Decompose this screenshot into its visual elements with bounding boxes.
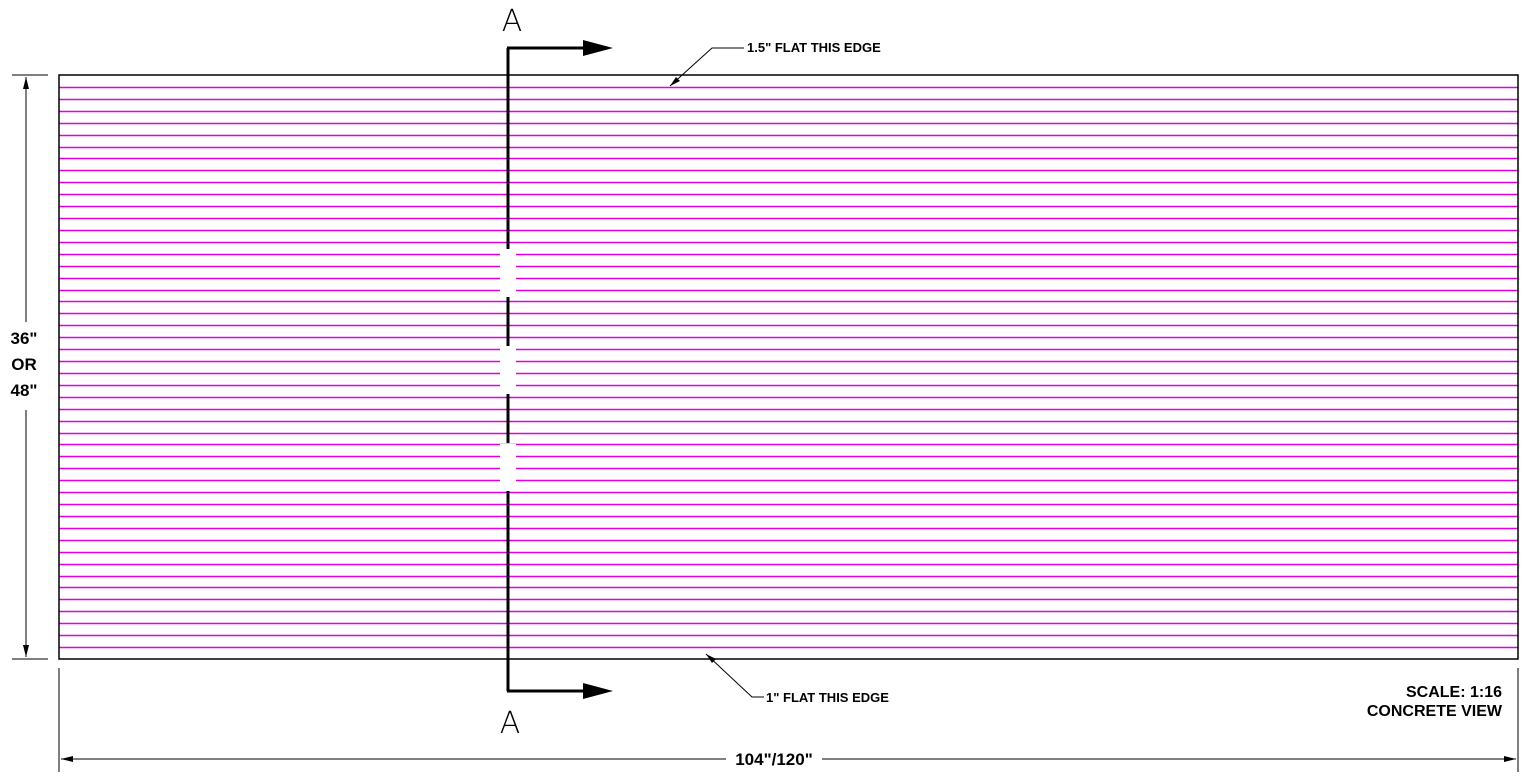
view-title: CONCRETE VIEW <box>1367 703 1503 720</box>
height-dimension-line <box>12 74 48 660</box>
panel-outline <box>58 74 1519 660</box>
bottom-edge-leader <box>705 653 764 698</box>
section-marker-bottom: A <box>500 706 521 741</box>
width-dimension-line <box>58 668 1519 772</box>
section-marker-top: A <box>502 4 523 39</box>
width-dimension-label: 104"/120" <box>735 750 813 769</box>
height-dimension-line2: OR <box>11 355 37 374</box>
section-arrow-bottom <box>507 683 613 699</box>
bottom-edge-note: 1" FLAT THIS EDGE <box>766 690 889 705</box>
section-cut-line <box>500 48 516 691</box>
height-dimension-line3: 48" <box>11 381 38 400</box>
top-edge-leader <box>669 47 744 87</box>
section-arrow-top <box>507 40 613 56</box>
top-edge-note: 1.5" FLAT THIS EDGE <box>747 40 881 55</box>
scale-label: SCALE: 1:16 <box>1406 684 1502 701</box>
groove-lines <box>59 86 1518 649</box>
height-dimension-line1: 36" <box>11 329 38 348</box>
